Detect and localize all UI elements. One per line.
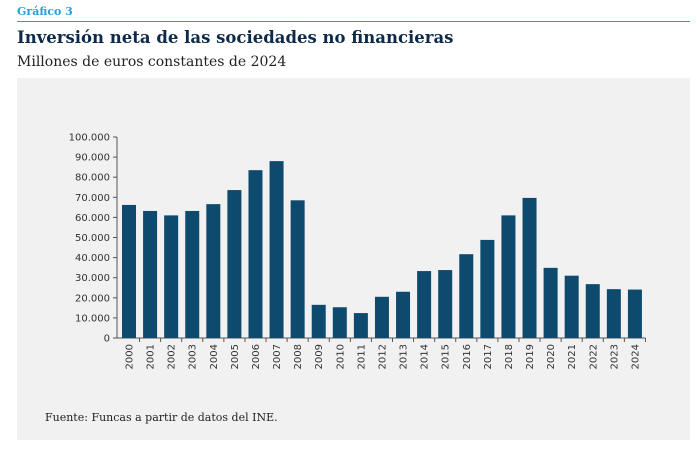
x-tick-label: 2004 — [209, 344, 220, 369]
bar — [585, 284, 600, 338]
bar — [480, 239, 495, 338]
x-tick-label: 2016 — [462, 344, 473, 369]
y-tick-label: 20.000 — [75, 293, 110, 304]
bar — [438, 270, 453, 338]
x-tick-label: 2015 — [441, 344, 452, 369]
x-tick-label: 2013 — [399, 344, 410, 369]
x-tick-label: 2009 — [314, 344, 325, 369]
header-rule — [17, 21, 690, 22]
bar-chart: 0 10.000 20.000 30.000 40.000 50.000 60.000 70.… — [69, 133, 646, 369]
chart-title: Inversión neta de las sociedades no fina… — [17, 28, 454, 47]
bar — [164, 215, 179, 338]
y-tick-label: 0 — [104, 334, 110, 345]
bar — [122, 204, 136, 338]
y-tick-label: 100.000 — [69, 133, 110, 144]
x-tick-label: 2010 — [335, 344, 346, 369]
bar — [269, 161, 284, 338]
x-tick-label: 2000 — [125, 344, 136, 369]
bar — [332, 307, 347, 338]
bar — [227, 190, 242, 338]
bar — [417, 271, 432, 338]
y-tick-label: 10.000 — [75, 313, 110, 324]
x-tick-label: 2024 — [630, 344, 641, 369]
x-tick-label: 2005 — [230, 344, 241, 369]
x-tick-label: 2002 — [167, 344, 178, 369]
x-tick-label: 2011 — [356, 344, 367, 369]
x-tick-label: 2019 — [525, 344, 536, 369]
y-tick-label: 80.000 — [75, 173, 110, 184]
bar — [353, 313, 368, 338]
x-tick-label: 2007 — [272, 344, 283, 369]
y-tick-label: 50.000 — [75, 233, 110, 244]
bar — [606, 289, 621, 338]
bar — [290, 200, 305, 338]
x-tick-label: 2001 — [146, 344, 157, 369]
bar — [627, 289, 642, 338]
x-tick-label: 2006 — [251, 344, 262, 369]
bar — [501, 215, 516, 338]
x-tick-label: 2020 — [546, 344, 557, 369]
bar — [374, 296, 389, 338]
x-tick-label: 2012 — [377, 344, 388, 369]
y-tick-label: 70.000 — [75, 193, 110, 204]
chart-subtitle: Millones de euros constantes de 2024 — [17, 54, 287, 70]
bar — [311, 304, 326, 338]
bar — [206, 204, 221, 338]
bar — [522, 197, 537, 338]
x-tick-label: 2003 — [188, 344, 199, 369]
bar — [185, 210, 200, 338]
source-note: Fuente: Funcas a partir de datos del INE… — [45, 411, 278, 424]
bar — [564, 275, 579, 338]
bar — [248, 170, 263, 338]
x-tick-label: 2008 — [293, 344, 304, 369]
chart-panel: 0 10.000 20.000 30.000 40.000 50.000 60.000 70.… — [17, 78, 690, 440]
x-tick-label: 2018 — [504, 344, 515, 369]
y-tick-label: 30.000 — [75, 273, 110, 284]
bar — [459, 254, 474, 338]
x-tick-label: 2022 — [588, 344, 599, 369]
y-tick-label: 60.000 — [75, 213, 110, 224]
y-tick-label: 90.000 — [75, 153, 110, 164]
x-tick-label: 2021 — [567, 344, 578, 369]
bar — [396, 291, 411, 338]
bar — [143, 210, 158, 338]
x-tick-label: 2023 — [609, 344, 620, 369]
chart-label: Gráfico 3 — [17, 5, 73, 18]
x-tick-label: 2014 — [420, 344, 431, 369]
x-tick-label: 2017 — [483, 344, 494, 369]
bar — [543, 267, 558, 338]
y-tick-label: 40.000 — [75, 253, 110, 264]
